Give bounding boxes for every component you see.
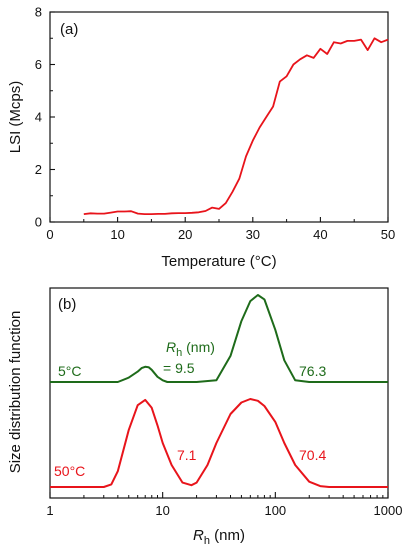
panel-a-x-axis-title: Temperature (°C) [161,253,276,270]
panel-b-x-tick-label-2: 100 [264,503,286,518]
panel-a-x-ticks: 0 10 20 30 40 50 [46,217,395,242]
panel-a-y-tick-label-0: 0 [35,215,42,230]
panel-a-temperature-chart: 0 10 20 30 40 50 0 2 4 6 8 (a) Temperature (°C) L… [7,5,395,271]
panel-a-y-axis-title: LSI (Mcps) [7,81,24,154]
panel-a-y-tick-label-1: 2 [35,162,42,177]
panel-b-x-tick-label-0: 1 [46,503,53,518]
panel-b-size-distribution-chart: 1 10 100 1000 (b) Size distribution functio… [7,287,402,547]
panel-b-y-axis-title: Size distribution function [7,311,24,474]
red-peak1-label: 7.1 [177,447,197,463]
panel-a-x-tick-label-0: 0 [46,227,53,242]
red-peak2-label: 70.4 [299,447,326,463]
panel-b-x-axis-title-main: R [193,527,204,544]
panel-a-series-line-0 [83,37,389,216]
green-peak2-label: 76.3 [299,363,326,379]
panel-a-x-tick-label-4: 40 [313,227,327,242]
panel-a-x-tick-label-1: 10 [110,227,124,242]
panel-b-series-group [50,294,388,488]
panel-a-y-tick-label-3: 6 [35,57,42,72]
series-label-5c: 5°C [58,363,82,379]
rh-annotation: Rh (nm) [166,339,215,359]
rh-annotation-sub: h [176,347,182,359]
panel-a-y-tick-label-4: 8 [35,5,42,20]
panel-b-series-line-1 [50,398,388,488]
panel-a-x-tick-label-3: 30 [246,227,260,242]
panel-a-label: (a) [60,21,78,38]
panel-b-x-tick-label-3: 1000 [374,503,403,518]
panel-b-series-line-0 [50,294,388,383]
rh-annotation-main: R [166,339,176,355]
panel-a-series-group [83,37,389,216]
series-label-50c: 50°C [54,463,85,479]
panel-b-x-axis-title: Rh (nm) [193,527,245,547]
panel-b-label: (b) [58,296,76,313]
rh-annotation-unit: (nm) [182,339,215,355]
panel-b-plot-frame [49,287,389,499]
green-peak1-label: = 9.5 [163,360,195,376]
panel-b-x-axis-title-unit: (nm) [210,527,245,544]
panel-a-x-tick-label-5: 50 [381,227,395,242]
panel-b-x-axis-title-sub: h [204,535,210,547]
panel-b-x-tick-label-1: 10 [155,503,169,518]
panel-a-y-ticks: 0 2 4 6 8 [35,5,55,230]
panel-b-x-ticks: 1 10 100 1000 [46,492,402,518]
panel-a-x-tick-label-2: 20 [178,227,192,242]
panel-a-y-tick-label-2: 4 [35,110,42,125]
